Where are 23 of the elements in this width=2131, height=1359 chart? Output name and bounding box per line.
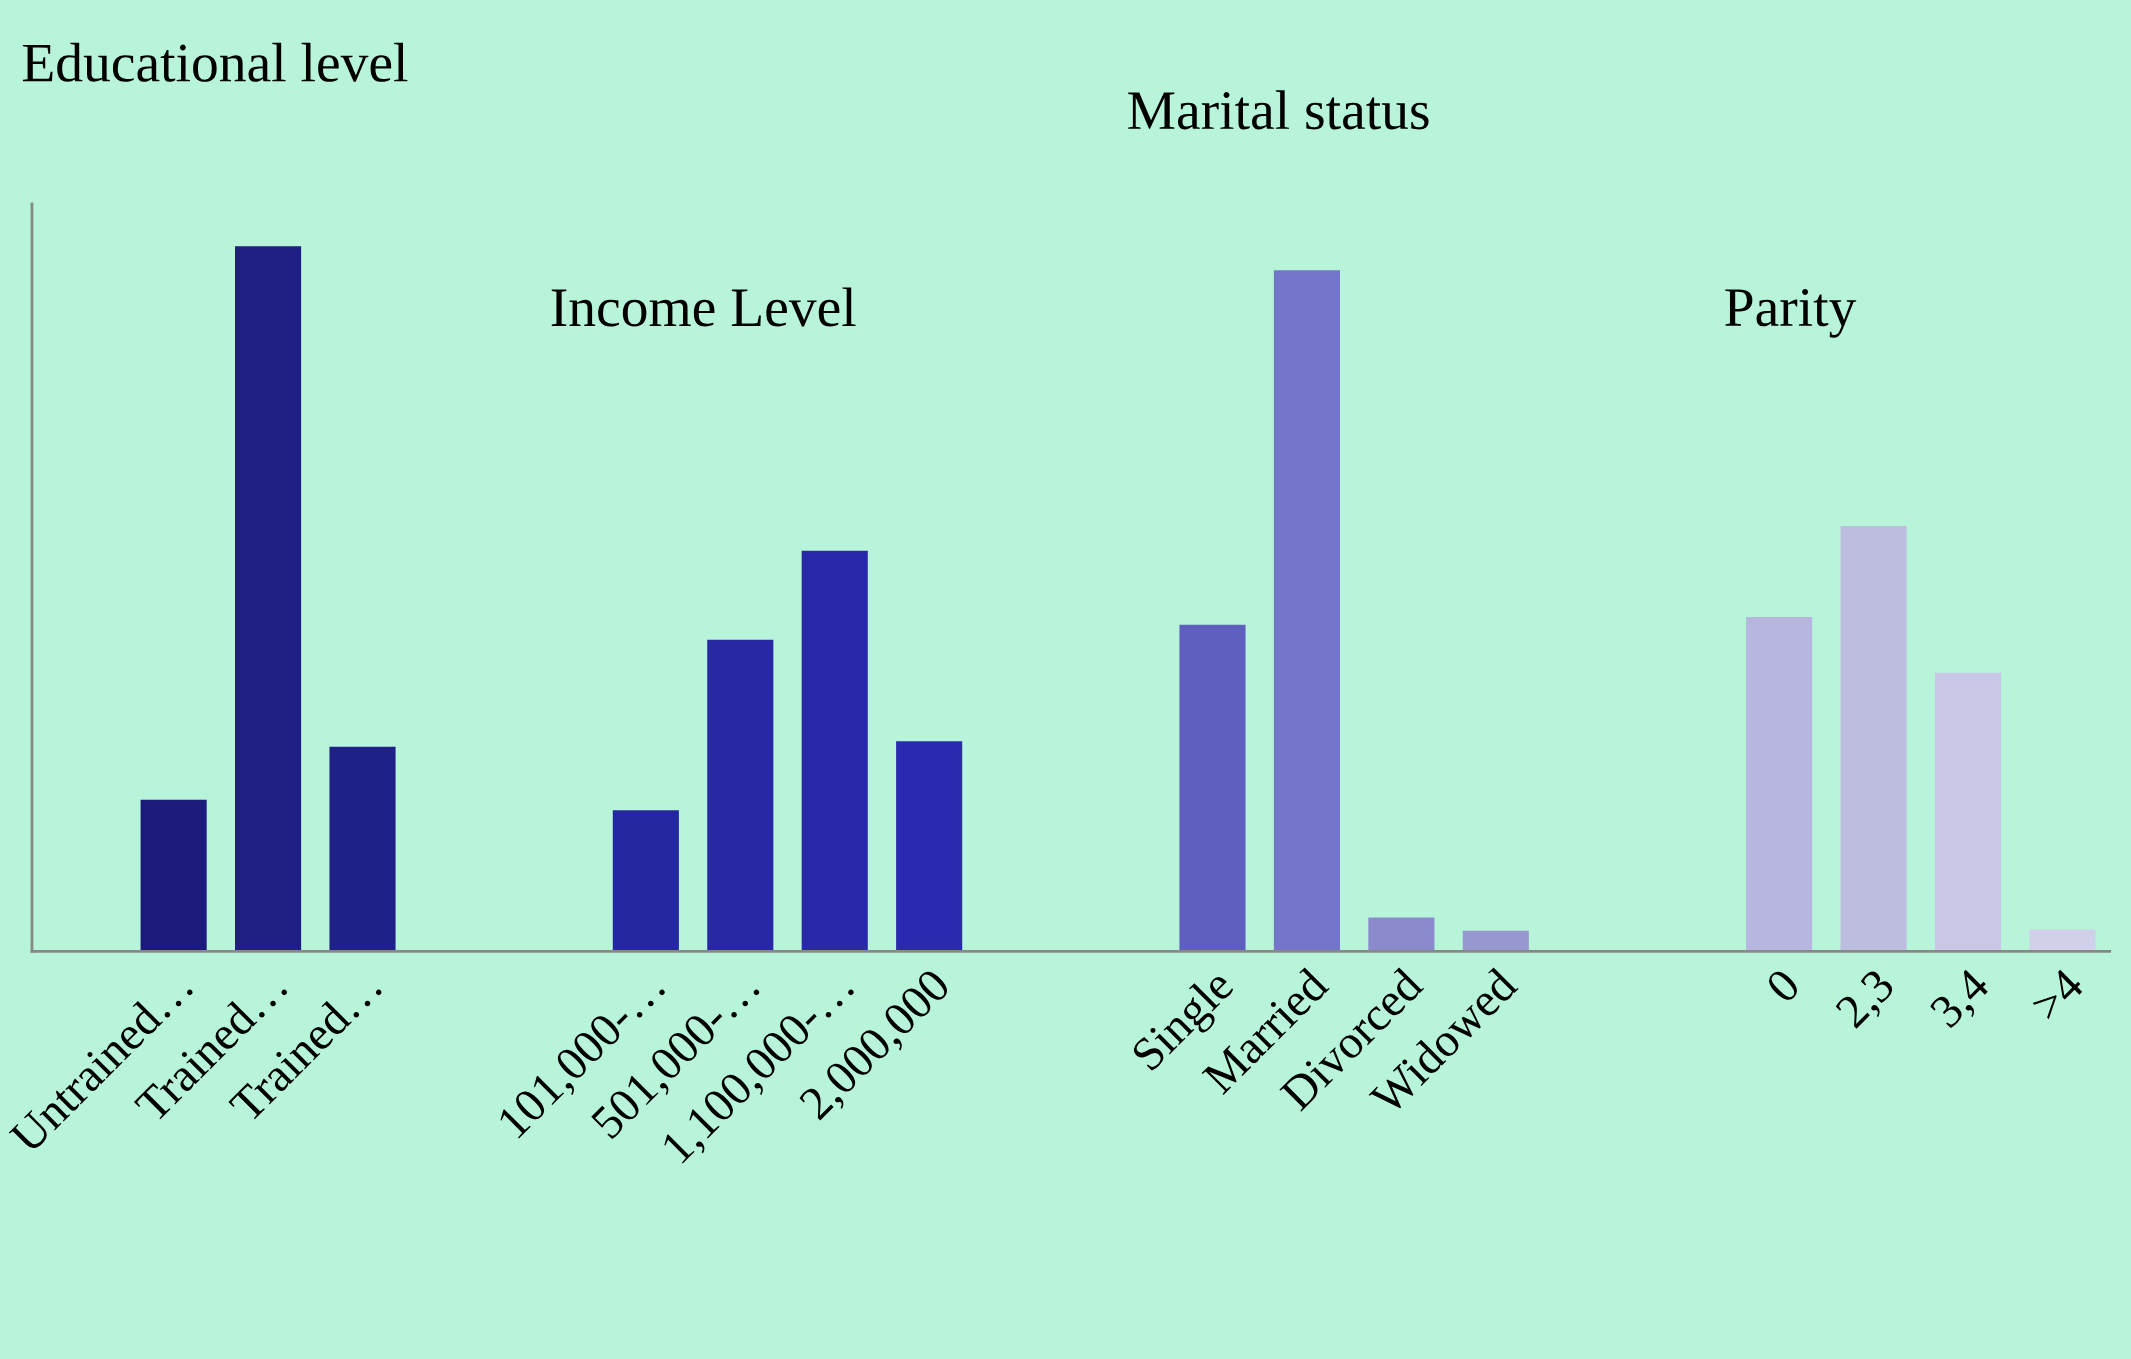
bar	[140, 799, 207, 952]
bar	[1840, 526, 1907, 952]
x-tick-label: 0	[1764, 967, 1802, 1005]
x-tick-label: 2,3	[1834, 967, 1901, 1034]
bar	[1934, 672, 2002, 952]
text: Educational level	[22, 42, 408, 82]
bar	[896, 741, 963, 952]
annotation: Parity	[1725, 288, 1857, 338]
bar	[1273, 270, 1340, 952]
x-tick-label: >4	[2029, 966, 2086, 1023]
bar	[235, 246, 302, 952]
bar	[707, 639, 774, 952]
bar	[1179, 624, 1246, 952]
bar	[1368, 917, 1435, 952]
bar	[329, 746, 396, 952]
bar	[801, 550, 868, 952]
bar	[2029, 929, 2096, 952]
annotation: Income Level	[551, 287, 856, 327]
text: Marital status	[1128, 90, 1429, 130]
bar	[1746, 617, 1813, 952]
bar	[612, 810, 679, 952]
bar	[1462, 930, 1529, 952]
x-tick-label: 3,4	[1928, 966, 1996, 1034]
